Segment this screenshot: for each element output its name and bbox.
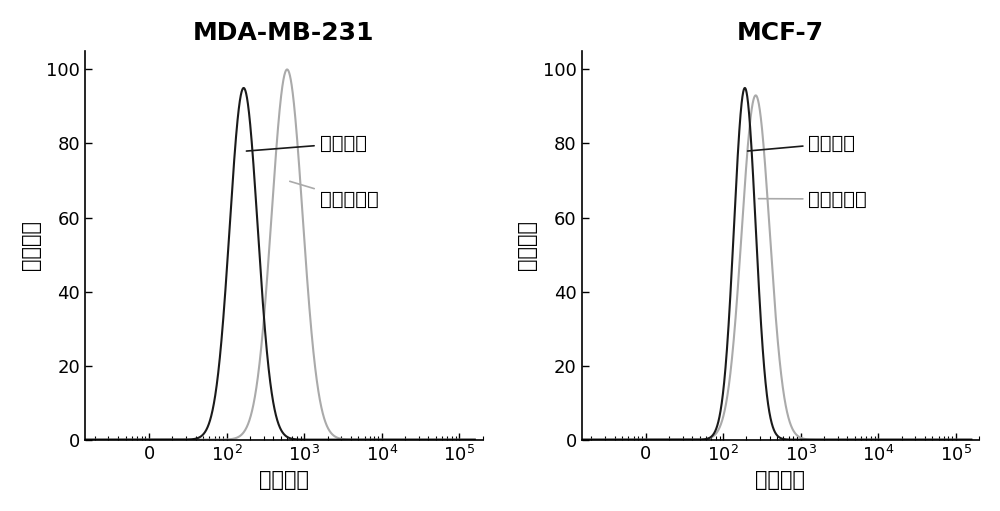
Y-axis label: 细胞数目: 细胞数目 [517,220,537,270]
Text: 核酸适配体: 核酸适配体 [290,181,378,208]
Title: MCF-7: MCF-7 [737,21,824,45]
Y-axis label: 细胞数目: 细胞数目 [21,220,41,270]
Text: 随机文库: 随机文库 [246,134,367,153]
Text: 随机文库: 随机文库 [748,134,855,153]
Text: 核酸适配体: 核酸适配体 [758,190,867,208]
X-axis label: 荧光强度: 荧光强度 [259,470,309,490]
X-axis label: 荧光强度: 荧光强度 [755,470,805,490]
Title: MDA-MB-231: MDA-MB-231 [193,21,375,45]
